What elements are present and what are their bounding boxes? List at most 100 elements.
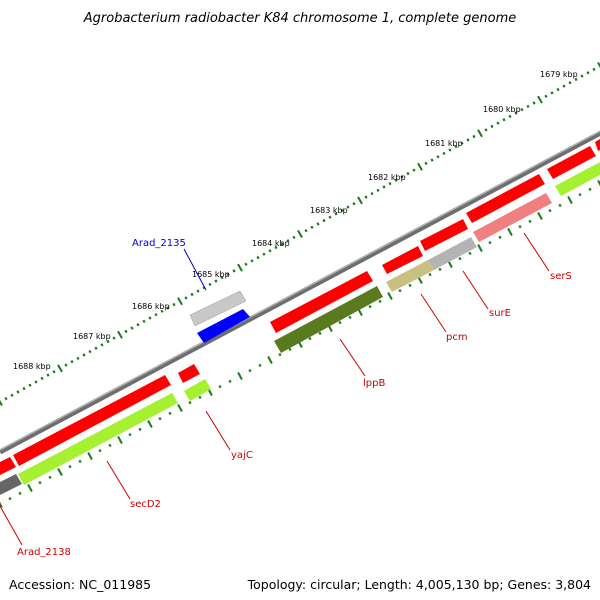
ruler-label: 1681 kbp: [425, 139, 463, 148]
gene-label-sers[interactable]: serS: [550, 271, 572, 282]
lower-ruler-tick: [177, 404, 183, 412]
ruler-label: 1686 kbp: [132, 302, 170, 311]
ruler-tick: [237, 263, 243, 272]
gene-label-yajc[interactable]: yajC: [231, 450, 253, 461]
lower-ruler-tick: [237, 372, 243, 380]
ruler-tick: [544, 94, 548, 98]
ruler-tick: [417, 162, 423, 171]
ruler-tick: [310, 225, 314, 229]
ruler-tick: [514, 111, 518, 115]
ruler-tick: [424, 161, 428, 166]
lower-ruler-tick: [57, 468, 63, 476]
genome-summary-text: Topology: circular; Length: 4,005,130 bp…: [247, 577, 591, 592]
ruler-tick: [262, 252, 266, 256]
ruler-tick: [10, 393, 14, 397]
gene-label-pcm[interactable]: pcm: [446, 332, 468, 343]
ruler-tick: [142, 319, 146, 324]
accession-text: Accession: NC_011985: [9, 577, 152, 592]
ruler-tick: [280, 242, 284, 246]
lower-ruler-tick: [188, 400, 192, 405]
lower-ruler-tick: [218, 384, 222, 389]
ruler-tick: [412, 168, 416, 172]
gene-topright-red: [547, 146, 596, 179]
lower-ruler-tick: [348, 315, 352, 320]
ruler-tick: [484, 128, 488, 132]
lower-ruler-tick: [278, 352, 282, 357]
ruler-tick: [34, 380, 38, 384]
ruler-tick: [574, 77, 578, 82]
connector-sure: [462, 270, 489, 310]
lower-ruler-tick: [528, 219, 532, 224]
lower-ruler-tick: [158, 416, 162, 421]
lower-ruler-tick: [537, 212, 543, 220]
ruler-tick: [160, 309, 164, 313]
lower-ruler-tick: [258, 363, 262, 368]
ruler-tick: [250, 259, 254, 263]
connector-secd2: [106, 460, 131, 500]
lower-ruler-tick: [138, 427, 142, 432]
lower-ruler-tick: [578, 192, 582, 197]
ruler-tick: [532, 101, 536, 105]
ruler-tick: [568, 81, 572, 85]
ruler-tick: [592, 67, 596, 72]
ruler-tick: [100, 343, 104, 347]
lower-ruler-tick: [597, 180, 600, 187]
ruler-tick: [376, 188, 380, 193]
lower-ruler-tick: [8, 496, 12, 501]
ruler-label: 1684 kbp: [252, 239, 290, 248]
gene-arad2135-grey: [189, 290, 247, 327]
lower-ruler-tick: [588, 187, 592, 192]
connector-sers: [523, 232, 550, 272]
map-title: Agrobacterium radiobacter K84 chromosome…: [83, 11, 516, 26]
gene-lppb-olive: [274, 286, 383, 353]
ruler-tick: [214, 279, 218, 283]
ruler-tick: [442, 151, 446, 156]
ruler-label: 1683 kbp: [310, 206, 348, 215]
ruler-tick: [297, 230, 303, 238]
lower-ruler-tick: [108, 443, 112, 448]
gene-sure-red: [420, 219, 468, 251]
connector-lppb: [339, 338, 366, 377]
ruler-label: 1679 kbp: [540, 70, 578, 79]
ruler-tick: [94, 346, 98, 350]
ruler-tick: [466, 138, 470, 142]
lower-ruler-tick: [0, 501, 3, 508]
lower-ruler-tick: [338, 320, 342, 325]
ruler-track: [0, 62, 600, 406]
backbone-highlight: [0, 130, 600, 451]
gene-label-sure[interactable]: surE: [489, 308, 511, 319]
ruler-label: 1687 kbp: [73, 332, 111, 341]
lower-ruler-tick: [248, 368, 252, 373]
gene-label-lppb[interactable]: lppB: [363, 378, 385, 389]
gene-label-arad2138[interactable]: Arad_2138: [17, 547, 71, 558]
lower-ruler-track: [0, 180, 600, 508]
ruler-tick: [328, 215, 332, 219]
gene-label-arad2135[interactable]: Arad_2135: [132, 238, 186, 249]
lower-ruler-tick: [128, 432, 132, 437]
ruler-tick: [220, 275, 224, 280]
ruler-tick: [580, 74, 584, 78]
lower-ruler-tick: [18, 491, 22, 496]
ruler-tick: [334, 212, 338, 216]
ruler-tick: [154, 312, 158, 317]
ruler-tick: [22, 386, 26, 391]
lower-ruler-tick: [477, 244, 483, 252]
ruler-tick: [597, 62, 600, 69]
ruler-tick: [256, 255, 260, 260]
ruler-tick: [88, 349, 92, 354]
gene-sure-grey: [428, 237, 477, 270]
ruler-tick: [202, 286, 206, 290]
gene-sers-red: [466, 174, 545, 223]
ruler-tick: [586, 71, 590, 75]
gene-arad2138-red: [0, 457, 16, 475]
ruler-tick: [502, 118, 506, 122]
ruler-tick: [196, 289, 200, 293]
ruler-tick: [4, 396, 8, 401]
lower-ruler-tick: [428, 272, 432, 277]
ruler-tick: [562, 84, 566, 88]
ruler-tick: [268, 249, 272, 253]
lower-ruler-tick: [438, 267, 442, 272]
gene-label-secd2[interactable]: secD2: [130, 499, 161, 510]
ruler-tick: [112, 336, 116, 340]
